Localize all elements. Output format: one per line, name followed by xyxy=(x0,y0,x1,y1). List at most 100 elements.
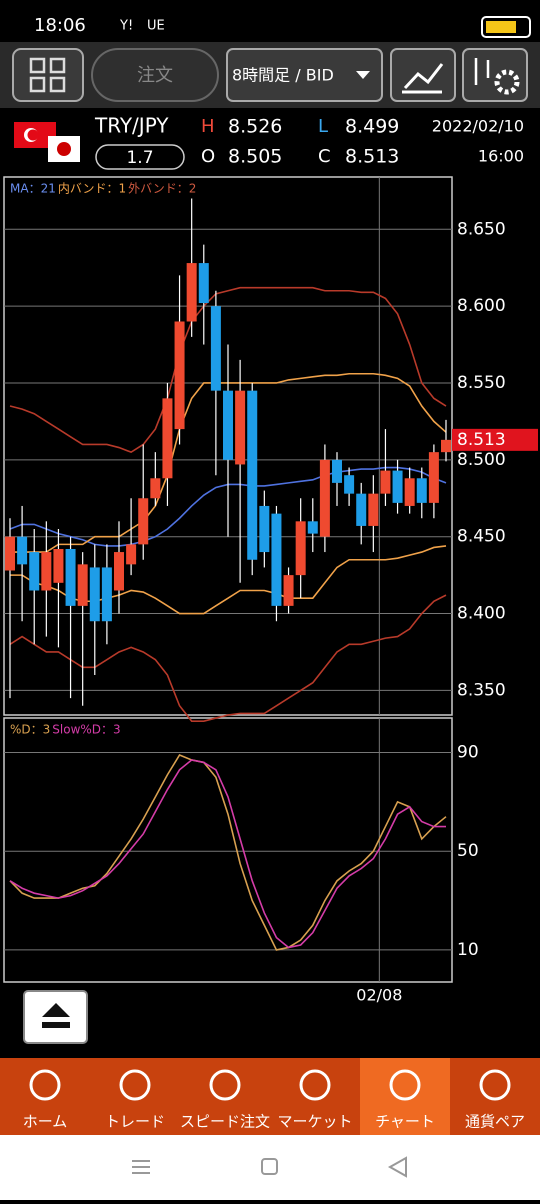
timeframe-label: 8時間足 / BID xyxy=(232,66,334,85)
legend-entry: Slow%D：3 xyxy=(52,723,120,737)
candle-body xyxy=(428,452,439,503)
candle-body xyxy=(198,263,209,304)
y-tick-label: 90 xyxy=(457,743,479,763)
candle-icon xyxy=(474,58,490,85)
nav-label: チャート xyxy=(375,1113,435,1131)
stoch-panel xyxy=(3,717,453,983)
candle-body xyxy=(5,536,15,571)
y-tick-label: 8.550 xyxy=(457,373,506,393)
open-label: O xyxy=(201,146,215,167)
low-label: L xyxy=(318,116,328,137)
candle-body xyxy=(368,493,379,526)
back-key[interactable] xyxy=(387,1156,407,1178)
candle-body xyxy=(29,552,40,591)
y-tick-label: 50 xyxy=(457,841,479,861)
flag-jp-sun xyxy=(57,142,71,156)
nav-icon xyxy=(479,1069,511,1101)
candle-body xyxy=(114,552,124,591)
candle-body xyxy=(210,306,221,391)
candle-body xyxy=(307,521,318,534)
nav-label: マーケット xyxy=(277,1113,352,1131)
close: 8.513 xyxy=(345,146,399,168)
recents[interactable] xyxy=(132,1160,150,1174)
last-price-tag xyxy=(452,428,538,451)
candle-body xyxy=(441,439,451,453)
candle-body xyxy=(247,390,258,560)
nav-label: トレード xyxy=(105,1113,165,1131)
nav-icon xyxy=(209,1069,241,1101)
candle-body xyxy=(271,513,282,606)
timeframe-dropdown[interactable] xyxy=(226,48,383,102)
nav-label: ホーム xyxy=(23,1113,68,1131)
y-tick-label: 8.600 xyxy=(457,296,506,316)
y-tick-label: 8.400 xyxy=(457,604,506,624)
candle-body xyxy=(65,548,76,606)
home-key[interactable] xyxy=(261,1158,278,1175)
candle-body xyxy=(332,459,342,483)
indicator-line xyxy=(9,286,447,454)
candle-body xyxy=(259,505,270,553)
candle-body xyxy=(101,567,112,622)
legend-entry: %D：3 xyxy=(10,723,50,737)
indicator-line xyxy=(9,759,446,949)
grid-icon xyxy=(29,57,66,93)
nav-icon xyxy=(299,1069,331,1101)
candle-body xyxy=(126,544,137,565)
legend-entry: 内バンド：1 xyxy=(58,182,126,196)
candle-body xyxy=(77,564,88,606)
candle-body xyxy=(41,552,52,591)
candle-body xyxy=(150,478,161,499)
legend-entry: MA：21 xyxy=(10,182,56,196)
candle-body xyxy=(380,470,391,494)
open: 8.505 xyxy=(228,146,282,168)
legend-entry: 外バンド：2 xyxy=(128,182,196,196)
indicator-line xyxy=(9,754,447,951)
system-nav xyxy=(0,1135,540,1200)
candle-body xyxy=(174,321,185,430)
nav-icon xyxy=(29,1069,61,1101)
menu-button[interactable] xyxy=(12,48,84,102)
candle-body xyxy=(17,536,28,565)
candle-body xyxy=(295,521,306,576)
eject-icon xyxy=(42,1003,70,1028)
gear-icon xyxy=(494,69,520,95)
candle-body xyxy=(186,263,197,322)
nav-label: 通貨ペア xyxy=(465,1113,525,1131)
high-label: H xyxy=(201,116,215,137)
y-tick-label: 8.350 xyxy=(457,680,506,700)
candle-body xyxy=(416,478,427,503)
y-tick-label: 8.450 xyxy=(457,527,506,547)
candle-body xyxy=(53,548,64,583)
nav-label: スピード注文 xyxy=(180,1113,270,1131)
status-icon: Y! xyxy=(119,19,133,34)
high: 8.526 xyxy=(228,116,282,138)
y-tick-label: 8.500 xyxy=(457,450,506,470)
candle-body xyxy=(356,493,367,526)
candle-body xyxy=(392,470,403,503)
date: 2022/02/10 xyxy=(432,117,524,136)
candle-body xyxy=(283,575,294,606)
dropdown-arrow xyxy=(356,71,370,79)
settings-button[interactable] xyxy=(462,48,528,102)
battery xyxy=(481,16,531,38)
flag-tr-crescent-cut xyxy=(27,129,39,141)
order-label: 注文 xyxy=(137,65,173,86)
time: 16:00 xyxy=(478,147,524,166)
candle-body xyxy=(344,475,355,494)
close-label: C xyxy=(318,146,331,167)
y-tick-label: 10 xyxy=(457,940,479,960)
chart-icon xyxy=(402,63,444,94)
status-icon: UE xyxy=(147,19,165,34)
status-time: 18:06 xyxy=(34,15,86,36)
lot-box[interactable] xyxy=(95,144,185,170)
nav-icon xyxy=(119,1069,151,1101)
battery-level xyxy=(486,21,516,33)
y-tick-label: 8.650 xyxy=(457,219,506,239)
order-button[interactable] xyxy=(91,48,219,102)
last-price-label: 8.513 xyxy=(457,430,506,450)
candle-body xyxy=(89,567,100,622)
candle-body xyxy=(138,498,149,545)
lot: 1.7 xyxy=(126,148,153,168)
